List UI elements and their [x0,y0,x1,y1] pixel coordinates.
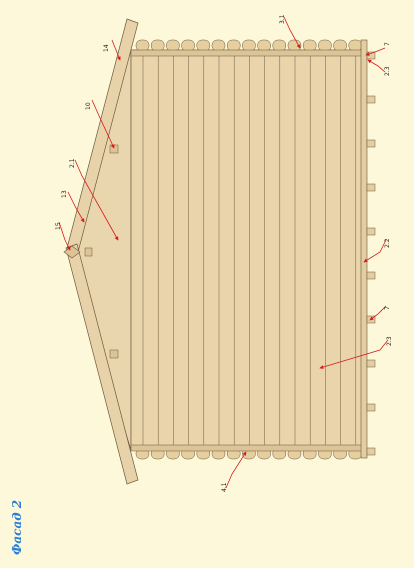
foundation-pillars [366,51,376,456]
leader-31 [283,16,301,49]
callout-7b: 7 [384,306,391,310]
log-end [226,39,241,52]
pillar-stub [366,447,376,456]
pillar-stub [366,95,376,104]
log-ends-top [135,39,363,52]
callout-23b: 2.3 [386,336,393,346]
leader-23b [319,339,389,369]
pillar-stub [366,359,376,368]
callout-22: 2.2 [384,238,391,248]
corner-post-top [130,49,364,57]
log-end [135,39,150,52]
log-end [272,39,287,52]
log-end [242,39,256,52]
pillar-stub [366,271,376,280]
callout-31: 3.1 [279,14,286,24]
callout-10: 10 [85,102,92,110]
callout-23a: 2.3 [384,66,391,76]
leader-22 [363,239,387,263]
log-end [166,39,180,52]
log-end [181,39,195,52]
gable-wall [69,49,132,451]
callout-leaders [58,16,389,489]
log-end [257,39,271,52]
callout-13: 13 [61,190,68,198]
purlin-bracket-lower [109,349,119,359]
callout-41: 4.1 [221,482,228,492]
log-end [150,39,165,52]
leader-41 [225,451,247,489]
leader-14 [111,39,121,61]
base-beam [360,39,368,459]
wall-body [130,49,364,451]
callout-14: 14 [103,44,110,52]
leader-7b [369,305,387,321]
log-seams [142,56,357,445]
roof-board-lower [65,243,139,485]
leader-7a [365,47,386,56]
callout-21: 2.1 [69,158,76,168]
callout-15: 15 [55,222,62,230]
purlin-bracket-mid [84,247,93,257]
log-end [196,39,211,52]
log-end [333,39,347,52]
leader-21 [74,159,119,241]
leader-15 [58,221,71,251]
leader-13 [67,191,85,223]
purlin-bracket-upper [109,144,119,154]
log-end [348,39,363,52]
leader-10 [91,99,115,149]
pillar-stub [366,183,376,192]
log-end [318,39,332,52]
pillar-stub [366,403,376,412]
pillar-stub [366,139,376,148]
pillar-stub [366,227,376,236]
log-end [211,39,226,52]
callout-7a: 7 [384,42,391,46]
corner-post-bottom [130,444,364,452]
log-end [302,39,317,52]
sheet-title: Фасад 2 [10,499,24,555]
leader-23a [367,59,386,73]
